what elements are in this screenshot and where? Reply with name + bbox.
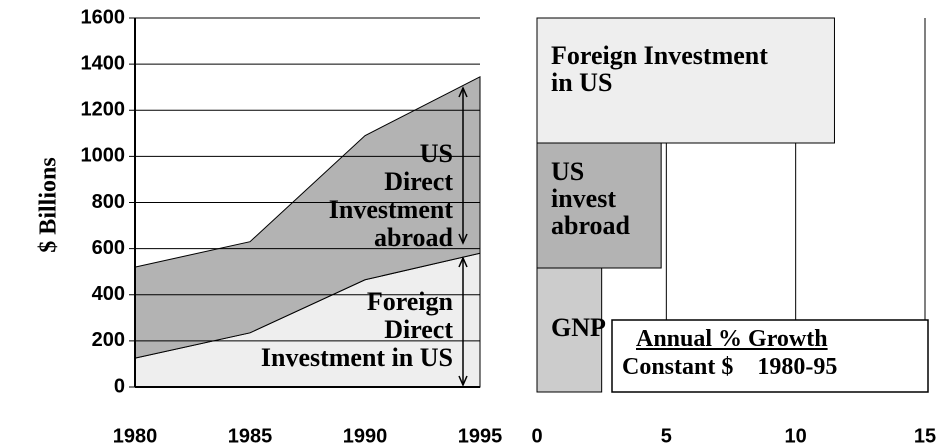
x-tick-label: 15	[914, 425, 936, 447]
y-tick-label: 800	[92, 191, 125, 213]
x-tick-label: 0	[531, 425, 542, 447]
x-tick-label: 1985	[228, 425, 273, 447]
y-tick-label: 1600	[81, 6, 126, 28]
arrow-head	[458, 86, 468, 245]
area	[134, 75, 481, 359]
arrow-head	[458, 256, 468, 387]
y-tick-label: 1000	[81, 145, 126, 167]
y-tick-label: 200	[92, 329, 125, 351]
x-tick-label: 10	[785, 425, 807, 447]
bar	[536, 267, 603, 393]
bar-label: Foreign Investment in US	[551, 41, 768, 97]
area-label: US Direct Investment abroad	[328, 139, 453, 252]
annotation-box	[611, 319, 929, 393]
y-axis-label: $ Billions	[36, 157, 62, 252]
y-tick-label: 0	[114, 375, 125, 397]
y-tick-label: 400	[92, 283, 125, 305]
y-tick-label: 600	[92, 237, 125, 259]
x-tick-label: 5	[661, 425, 672, 447]
y-tick-label: 1200	[81, 99, 126, 121]
x-tick-label: 1995	[458, 425, 503, 447]
annotation-title: Annual % Growth	[636, 326, 828, 352]
bar	[536, 17, 835, 144]
annotation-text: Constant $ 1980-95	[622, 354, 838, 380]
x-tick-label: 1990	[343, 425, 388, 447]
bar-label: US invest abroad	[551, 157, 630, 240]
x-tick-label: 1980	[113, 425, 158, 447]
bar-label: GNP	[551, 313, 606, 342]
y-tick-label: 1400	[81, 52, 126, 74]
bar	[536, 142, 662, 269]
area-label: Foreign Direct Investment in US	[260, 287, 453, 372]
